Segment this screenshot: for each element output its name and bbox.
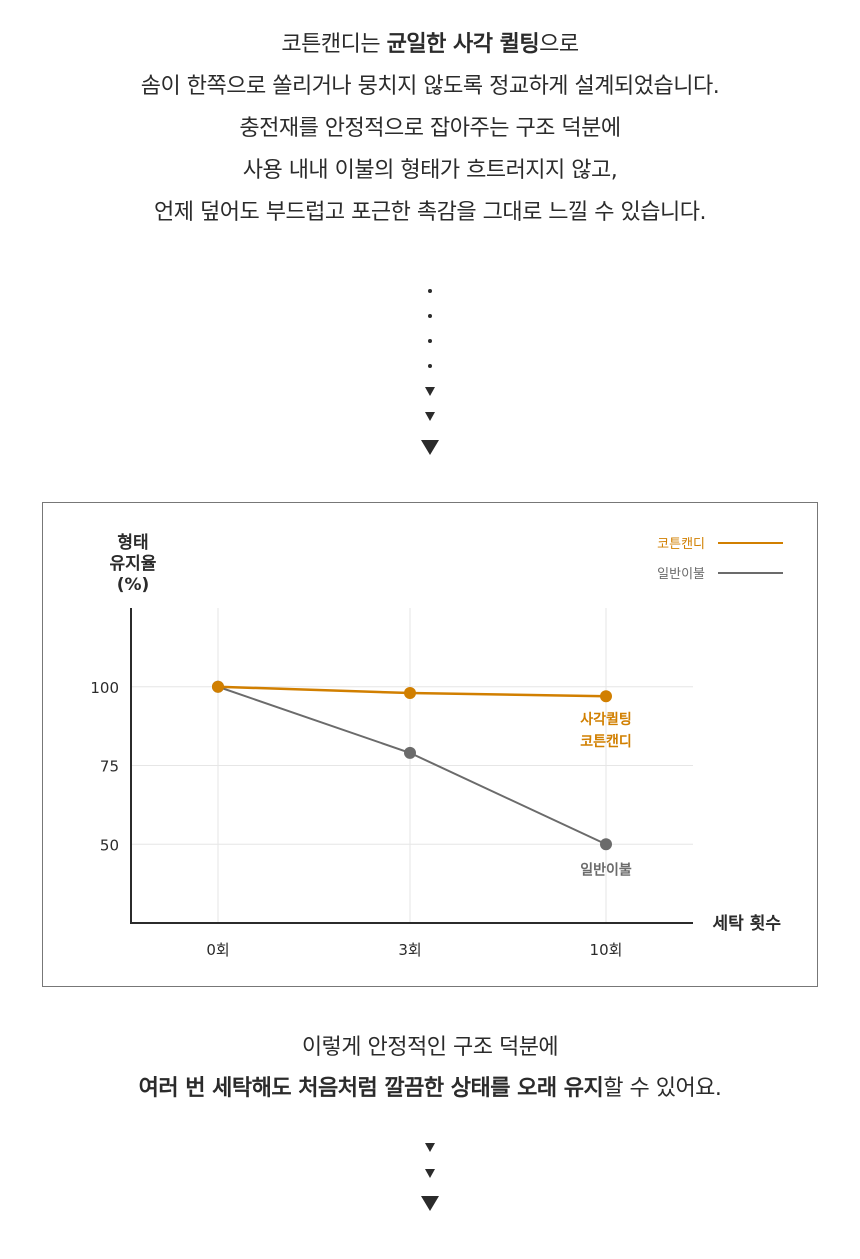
intro-line-3: 충전재를 안정적으로 잡아주는 구조 덕분에 (239, 116, 621, 141)
x-axis-title: 세탁 횟수 (713, 914, 782, 934)
legend-label: 코튼캔디 (657, 537, 705, 552)
y-tick-label: 100 (90, 679, 119, 697)
intro-text: 코튼캔디는 균일한 사각 퀼팅으로 솜이 한쪽으로 쏠리거나 뭉치지 않도록 정… (0, 24, 860, 234)
data-point (404, 746, 416, 759)
triangle-down-icon (425, 387, 435, 396)
intro-line-4: 사용 내내 이불의 형태가 흐트러지지 않고, (242, 158, 618, 183)
y-tick-label: 75 (100, 758, 119, 776)
intro-line-2: 솜이 한쪽으로 쏠리거나 뭉치지 않도록 정교하게 설계되었습니다. (140, 74, 720, 99)
dot-icon (428, 339, 432, 343)
y-axis-title: 형태 유지율 (%) (109, 533, 157, 595)
x-tick-label: 0회 (206, 941, 229, 959)
outro-line-2: 여러 번 세탁해도 처음처럼 깔끔한 상태를 오래 유지할 수 있어요. (138, 1076, 722, 1101)
dot-icon (428, 364, 432, 368)
legend-label: 일반이불 (657, 567, 705, 582)
x-tick-label: 10회 (590, 941, 623, 959)
intro-line-1: 코튼캔디는 균일한 사각 퀼팅으로 (281, 32, 579, 57)
triangle-down-icon (421, 440, 439, 455)
intro-line-5: 언제 덮어도 부드럽고 포근한 촉감을 그대로 느낄 수 있습니다. (154, 200, 706, 225)
series-end-label: 코튼캔디 (580, 733, 632, 750)
data-point (404, 687, 416, 700)
triangle-down-icon (421, 1196, 439, 1211)
dot-icon (428, 314, 432, 318)
x-tick-label: 3회 (398, 941, 421, 959)
data-point (600, 690, 612, 703)
triangle-down-icon (425, 1169, 435, 1178)
data-point (600, 838, 612, 851)
data-point (212, 680, 224, 693)
triangle-down-icon (425, 412, 435, 421)
outro-text: 이렇게 안정적인 구조 덕분에 여러 번 세탁해도 처음처럼 깔끔한 상태를 오… (0, 1027, 860, 1109)
outro-line-1: 이렇게 안정적인 구조 덕분에 (301, 1035, 559, 1060)
series-end-label: 일반이불 (580, 861, 632, 878)
intro-highlight: 균일한 사각 퀼팅 (386, 32, 540, 57)
y-tick-label: 50 (100, 836, 119, 854)
series-end-label: 사각퀼팅 (580, 711, 632, 728)
chart: 형태 유지율 (%) 100 75 50 0회 3회 10회 세탁 횟수 일반이불 일반이불 사각… (42, 502, 818, 987)
triangle-down-icon (425, 1143, 435, 1152)
outro-highlight: 여러 번 세탁해도 처음처럼 깔끔한 상태를 오래 유지 (138, 1076, 604, 1101)
dot-icon (428, 289, 432, 293)
